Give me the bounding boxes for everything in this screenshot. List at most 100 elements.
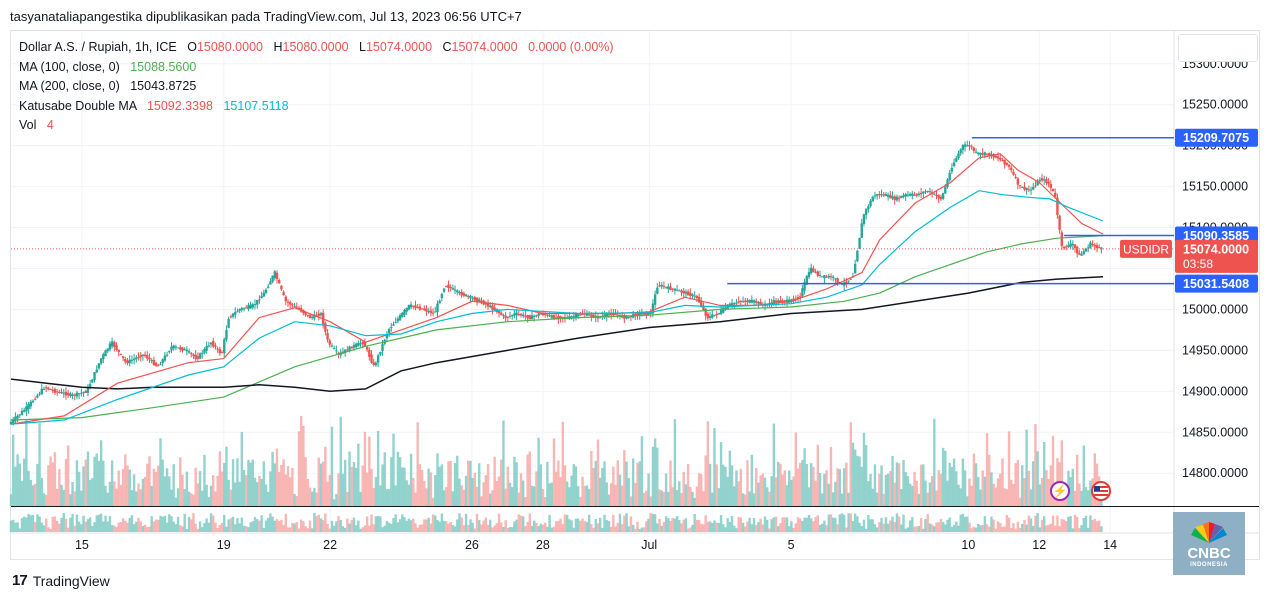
volume-bar [548, 483, 551, 506]
volume-bar [451, 491, 455, 506]
candle-body [886, 194, 890, 197]
volume-sub-bar [548, 514, 551, 532]
volume-sub-bar [207, 522, 211, 532]
volume-bar [911, 485, 914, 506]
candle-body [493, 307, 496, 311]
candle-body [282, 291, 285, 296]
candle-body [957, 153, 960, 158]
volume-bar [627, 477, 630, 506]
legend-ohlc-row[interactable]: Dollar A.S. / Rupiah, 1h, ICE O15080.000… [19, 38, 614, 58]
volume-bar [236, 458, 239, 506]
volume-sub-bar [267, 517, 270, 532]
volume-bar [825, 470, 828, 506]
candle-body [238, 309, 241, 311]
volume-sub-bar [790, 521, 793, 532]
candle-body [473, 297, 477, 301]
volume-sub-bar [541, 524, 545, 532]
volume-sub-bar [735, 528, 738, 532]
candle-body [286, 301, 290, 303]
volume-sub-bar [357, 520, 360, 532]
volume-bar [726, 476, 729, 506]
volume-sub-bar [726, 518, 729, 532]
volume-bar [137, 483, 140, 506]
legend-ma200-label: MA (200, close, 0) [19, 79, 120, 93]
volume-bar [438, 466, 441, 506]
volume-sub-bar [858, 522, 861, 532]
volume-bar [445, 487, 448, 506]
volume-bar [807, 487, 811, 506]
candle-body [744, 300, 747, 302]
volume-sub-bar [352, 517, 356, 532]
volume-bar [612, 466, 615, 506]
candle-body [192, 354, 195, 357]
legend-katusabe-row[interactable]: Katusabe Double MA 15092.3398 15107.5118 [19, 97, 614, 117]
candle-body [759, 301, 762, 306]
volume-sub-bar [609, 526, 613, 532]
volume-bar [403, 467, 406, 506]
candle-body [673, 288, 677, 291]
volume-bar [361, 465, 364, 506]
legend-ma100-row[interactable]: MA (100, close, 0) 15088.5600 [19, 58, 614, 78]
legend-volume-row[interactable]: Vol 4 [19, 116, 614, 136]
candle-body [746, 300, 749, 303]
candle-body [592, 314, 595, 318]
legend-katusabe-value2: 15107.5118 [223, 98, 289, 113]
tradingview-brand[interactable]: 17 TradingView [12, 572, 110, 589]
volume-sub-bar [1045, 525, 1048, 532]
volume-bar [387, 489, 391, 506]
x-tick-label: 14 [1103, 538, 1117, 552]
volume-sub-bar [317, 514, 320, 532]
volume-sub-bar [552, 526, 556, 532]
volume-sub-bar [1065, 521, 1068, 532]
price-scale-settings-box[interactable] [1178, 34, 1258, 62]
volume-sub-bar [467, 524, 470, 532]
volume-bar [271, 451, 274, 506]
volume-bar [963, 470, 967, 506]
volume-sub-bar [664, 516, 668, 532]
volume-sub-bar [583, 521, 586, 532]
volume-sub-bar [805, 517, 809, 532]
volume-sub-bar [818, 524, 822, 532]
volume-sub-bar [587, 514, 591, 532]
candle-body [647, 312, 650, 315]
volume-sub-bar [774, 516, 778, 532]
dividend-event-icon[interactable]: ⚡ [1050, 481, 1070, 501]
volume-bar [256, 482, 259, 506]
volume-sub-bar [97, 514, 101, 532]
volume-sub-bar [330, 520, 334, 532]
volume-bar [469, 460, 472, 506]
candle-body [60, 392, 63, 394]
volume-sub-bar [607, 520, 611, 532]
legend-ma200-row[interactable]: MA (200, close, 0) 15043.8725 [19, 77, 614, 97]
volume-sub-bar [715, 522, 718, 532]
candle-body [157, 365, 160, 367]
volume-bar [376, 430, 380, 506]
candle-body [427, 310, 430, 312]
us-flag-event-icon[interactable] [1091, 481, 1111, 501]
candle-body [152, 359, 156, 366]
volume-sub-bar [196, 528, 200, 532]
volume-sub-bar [704, 515, 707, 532]
volume-sub-bar [1089, 515, 1092, 532]
volume-sub-bar [370, 514, 373, 532]
candle-body [1003, 159, 1006, 165]
volume-sub-bar [458, 513, 461, 532]
volume-bar [190, 493, 193, 506]
candle-body [970, 146, 973, 148]
volume-bar [810, 463, 813, 506]
volume-bar [354, 467, 358, 506]
volume-bar [656, 447, 659, 506]
volume-sub-bar [418, 524, 422, 532]
volume-sub-bar [653, 514, 657, 532]
volume-sub-bar [614, 526, 617, 532]
candle-body [117, 349, 120, 352]
volume-sub-bar [154, 519, 158, 532]
candle-body [1065, 246, 1068, 248]
volume-sub-bar [500, 522, 503, 532]
volume-sub-bar [933, 526, 936, 532]
candle-body [409, 304, 413, 308]
volume-bar [629, 496, 633, 506]
candle-body [69, 393, 72, 396]
volume-bar [917, 493, 921, 506]
